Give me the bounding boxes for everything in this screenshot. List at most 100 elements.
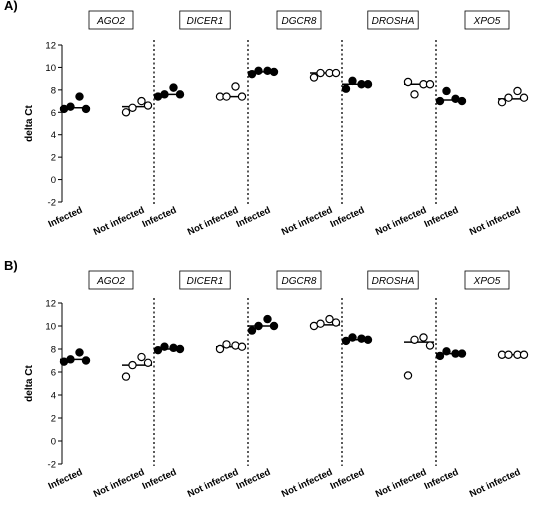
data-point (153, 345, 163, 355)
gene-label-box (367, 10, 419, 30)
gene-label-box (179, 10, 231, 30)
data-point (269, 321, 279, 331)
data-point (169, 83, 178, 92)
category-label: Not infected (468, 205, 523, 238)
data-point (519, 350, 529, 359)
data-point (442, 86, 451, 96)
y-tick-label: -2 (48, 198, 56, 209)
y-tick-label: 0 (51, 175, 56, 186)
data-point (403, 77, 413, 87)
data-point (75, 348, 84, 357)
y-tick-label: 12 (45, 299, 56, 310)
y-tick-label: 10 (45, 322, 56, 333)
gene-label-box (179, 270, 231, 290)
gene-label: XPO5 (473, 16, 501, 27)
data-point (316, 68, 325, 78)
category-label: Not infected (374, 205, 429, 238)
data-point (403, 371, 413, 380)
data-point (442, 347, 451, 356)
data-point (175, 344, 185, 354)
data-point (143, 101, 153, 110)
category-label: Infected (329, 205, 367, 230)
data-point (331, 68, 341, 78)
data-point (254, 66, 263, 75)
data-point (143, 358, 153, 367)
data-point (128, 360, 137, 370)
gene-label-box (88, 270, 134, 290)
data-point (457, 96, 467, 106)
data-point (341, 84, 351, 93)
category-label: Not infected (374, 467, 429, 500)
y-tick-label: -2 (48, 460, 56, 471)
y-tick-label: 8 (51, 85, 56, 96)
data-point (363, 80, 373, 89)
data-point (497, 97, 507, 107)
y-tick-label: 6 (51, 368, 56, 379)
data-point (160, 342, 169, 351)
data-point (160, 90, 169, 99)
y-tick-label: 4 (51, 130, 56, 141)
data-point (513, 86, 522, 96)
gene-label: DROSHA (372, 276, 415, 287)
category-label: Infected (235, 467, 273, 492)
data-point (247, 69, 257, 79)
gene-label: XPO5 (473, 276, 501, 287)
panel-label: B) (4, 258, 18, 273)
data-point (237, 92, 247, 101)
category-label: Not infected (280, 205, 335, 238)
category-label: Infected (141, 205, 179, 230)
data-point (128, 103, 137, 113)
data-point (121, 108, 131, 117)
data-point (435, 351, 445, 361)
gene-label: DICER1 (187, 16, 224, 27)
data-point (425, 341, 435, 350)
data-point (263, 314, 272, 324)
gene-label: AGO2 (96, 16, 125, 27)
y-tick-label: 8 (51, 345, 56, 356)
category-label: Not infected (92, 205, 147, 238)
data-point (81, 104, 91, 114)
gene-label-box (464, 270, 510, 290)
gene-label-box (276, 270, 322, 290)
data-point (425, 80, 435, 89)
data-point (341, 336, 351, 346)
gene-label: DGCR8 (281, 16, 316, 27)
data-point (410, 90, 419, 99)
data-point (504, 93, 513, 102)
data-point (504, 350, 513, 359)
data-point (410, 335, 419, 344)
data-point (247, 326, 257, 335)
data-point (222, 340, 231, 349)
data-point (325, 314, 334, 324)
panel-label: A) (4, 0, 18, 13)
category-label: Not infected (280, 467, 335, 500)
gene-label: DICER1 (187, 276, 224, 287)
data-point (309, 73, 319, 82)
data-point (419, 333, 428, 342)
gene-label: AGO2 (96, 276, 125, 287)
category-label: Infected (235, 205, 273, 230)
gene-label-box (367, 270, 419, 290)
data-point (348, 333, 357, 342)
data-point (519, 93, 529, 102)
y-tick-label: 0 (51, 437, 56, 448)
data-point (66, 102, 75, 111)
data-point (457, 349, 467, 358)
data-point (137, 96, 146, 106)
category-label: Infected (141, 467, 179, 492)
data-point (75, 92, 84, 101)
data-point (137, 352, 146, 362)
data-point (66, 355, 75, 364)
data-point (363, 335, 373, 344)
y-tick-label: 2 (51, 414, 56, 425)
data-point (316, 319, 325, 328)
gene-label: DROSHA (372, 16, 415, 27)
data-point (81, 356, 91, 365)
y-axis-title: delta Ct (24, 364, 35, 401)
category-label: Infected (423, 205, 461, 230)
data-point (254, 321, 263, 331)
data-point (215, 344, 225, 354)
